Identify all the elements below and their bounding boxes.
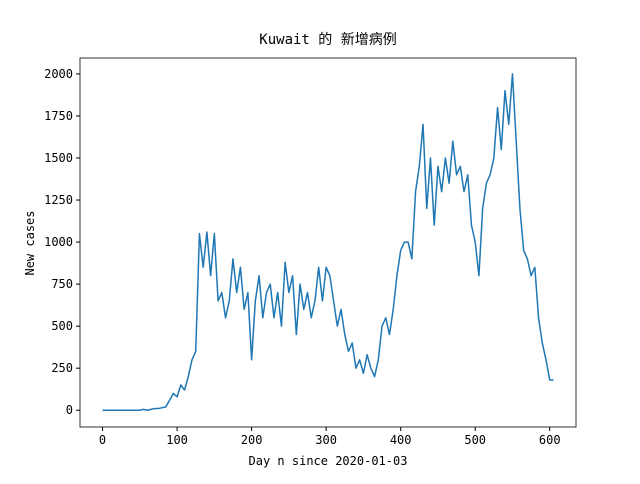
y-tick-label: 1750 — [44, 109, 73, 123]
x-tick-label: 100 — [166, 433, 188, 447]
x-tick-label: 0 — [99, 433, 106, 447]
y-tick-label: 1500 — [44, 151, 73, 165]
y-tick-label: 750 — [51, 277, 73, 291]
y-tick-label: 250 — [51, 361, 73, 375]
y-tick-label: 500 — [51, 319, 73, 333]
x-tick-label: 300 — [315, 433, 337, 447]
y-tick-label: 1250 — [44, 193, 73, 207]
chart-title: Kuwait 的 新增病例 — [259, 32, 396, 48]
y-axis-label: New cases — [23, 210, 37, 275]
x-tick-label: 600 — [539, 433, 561, 447]
x-axis-label: Day n since 2020-01-03 — [249, 454, 408, 468]
x-tick-label: 500 — [464, 433, 486, 447]
x-tick-label: 400 — [390, 433, 412, 447]
plot-frame — [79, 57, 577, 428]
y-tick-label: 2000 — [44, 67, 73, 81]
x-tick-label: 200 — [241, 433, 263, 447]
y-tick-label: 1000 — [44, 235, 73, 249]
y-tick-label: 0 — [66, 403, 73, 417]
data-line — [102, 73, 554, 411]
